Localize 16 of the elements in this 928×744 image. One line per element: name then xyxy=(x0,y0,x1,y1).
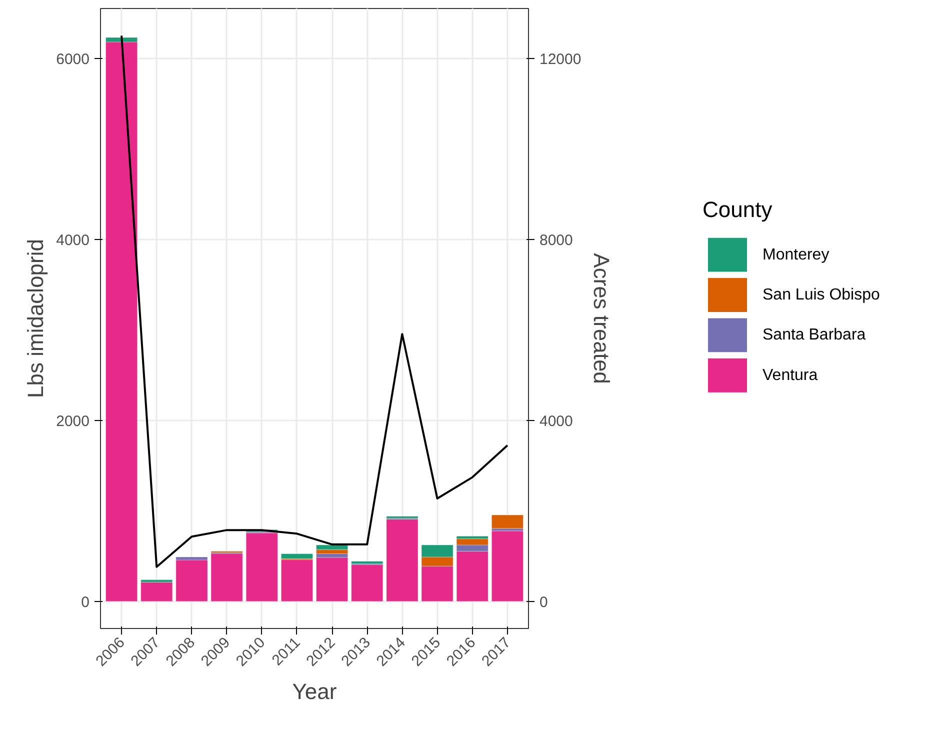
legend-label: San Luis Obispo xyxy=(762,286,880,304)
y-axis-title: Lbs imidacloprid xyxy=(23,239,48,398)
y2-tick-label: 4000 xyxy=(540,412,573,430)
y2-tick-label: 8000 xyxy=(540,232,573,249)
legend-title: County xyxy=(702,196,772,222)
y2-tick-label: 0 xyxy=(540,594,548,611)
y2-tick-label: 12000 xyxy=(540,50,582,68)
y-tick-label: 4000 xyxy=(56,232,90,249)
y-tick-label: 6000 xyxy=(56,50,90,68)
y2-axis-title: Acres treated xyxy=(589,253,614,384)
legend-label: Ventura xyxy=(762,366,818,384)
legend-label: Santa Barbara xyxy=(762,326,866,344)
x-axis-title: Year xyxy=(292,678,337,704)
legend-label: Monterey xyxy=(762,246,830,264)
y-tick-label: 0 xyxy=(81,594,90,611)
y-tick-label: 2000 xyxy=(56,412,90,430)
